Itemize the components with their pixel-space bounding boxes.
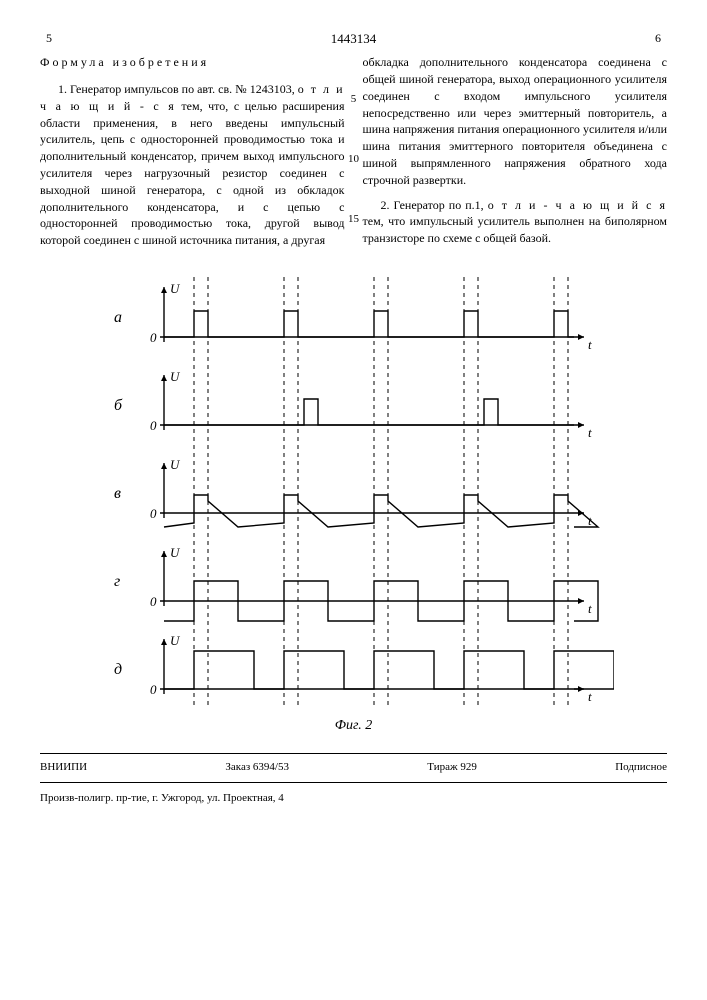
- right-column: обкладка дополнительного конденсатора со…: [363, 54, 668, 249]
- svg-text:д: д: [114, 661, 122, 678]
- line-number-5: 5: [351, 92, 357, 107]
- svg-text:t: t: [588, 337, 592, 352]
- left-column: Формула изобретения 1. Генератор импульс…: [40, 54, 345, 249]
- footer-tirazh: Тираж 929: [427, 760, 477, 775]
- svg-text:t: t: [588, 601, 592, 616]
- claim1-num: 1.: [58, 82, 70, 96]
- footer-address: Произв-полигр. пр-тие, г. Ужгород, ул. П…: [40, 791, 667, 806]
- svg-text:0: 0: [150, 682, 157, 697]
- claim2-num: 2.: [381, 198, 394, 212]
- svg-text:U: U: [170, 457, 181, 472]
- page-header: 5 1443134 6: [40, 30, 667, 48]
- figure-2: аUt0бUt0вUt0гUt0дUt0 Фиг. 2: [40, 267, 667, 735]
- svg-text:г: г: [114, 573, 120, 590]
- document-number: 1443134: [58, 30, 649, 48]
- line-number-10: 10: [348, 152, 359, 167]
- footer-org: ВНИИПИ: [40, 760, 87, 775]
- footer-separator-2: [40, 782, 667, 783]
- svg-text:0: 0: [150, 330, 157, 345]
- svg-text:б: б: [114, 397, 123, 414]
- claim-1: 1. Генератор импульсов по авт. св. № 124…: [40, 81, 345, 249]
- svg-text:0: 0: [150, 506, 157, 521]
- svg-text:t: t: [588, 425, 592, 440]
- claim2-body: тем, что импульсный усилитель выполнен н…: [363, 214, 668, 245]
- figure-label: Фиг. 2: [40, 716, 667, 736]
- footer-separator: [40, 753, 667, 754]
- claim1-lead: Генератор импульсов по авт. св. № 124310…: [70, 82, 298, 96]
- footer-order: Заказ 6394/53: [225, 760, 289, 775]
- svg-text:U: U: [170, 369, 181, 384]
- formula-title: Формула изобретения: [40, 54, 345, 71]
- footer-row: ВНИИПИ Заказ 6394/53 Тираж 929 Подписное: [40, 760, 667, 775]
- line-number-15: 15: [348, 212, 359, 227]
- svg-text:U: U: [170, 545, 181, 560]
- claim-2: 2. Генератор по п.1, о т л и - ч а ю щ и…: [363, 197, 668, 247]
- svg-text:а: а: [114, 309, 122, 326]
- svg-text:U: U: [170, 281, 181, 296]
- footer-sign: Подписное: [615, 760, 667, 775]
- claim1-continued: обкладка дополнительного конденсатора со…: [363, 54, 668, 188]
- timing-diagram-svg: аUt0бUt0вUt0гUt0дUt0: [94, 267, 614, 707]
- claim2-otli: о т л и - ч а ю щ и й с я: [488, 198, 667, 212]
- svg-text:t: t: [588, 689, 592, 704]
- page-number-right: 6: [649, 30, 667, 47]
- claim1-body: тем, что, с целью расширения области при…: [40, 99, 345, 247]
- svg-text:в: в: [114, 485, 121, 502]
- svg-text:0: 0: [150, 418, 157, 433]
- svg-text:0: 0: [150, 594, 157, 609]
- svg-text:U: U: [170, 633, 181, 648]
- claim2-lead: Генератор по п.1,: [394, 198, 488, 212]
- page-number-left: 5: [40, 30, 58, 47]
